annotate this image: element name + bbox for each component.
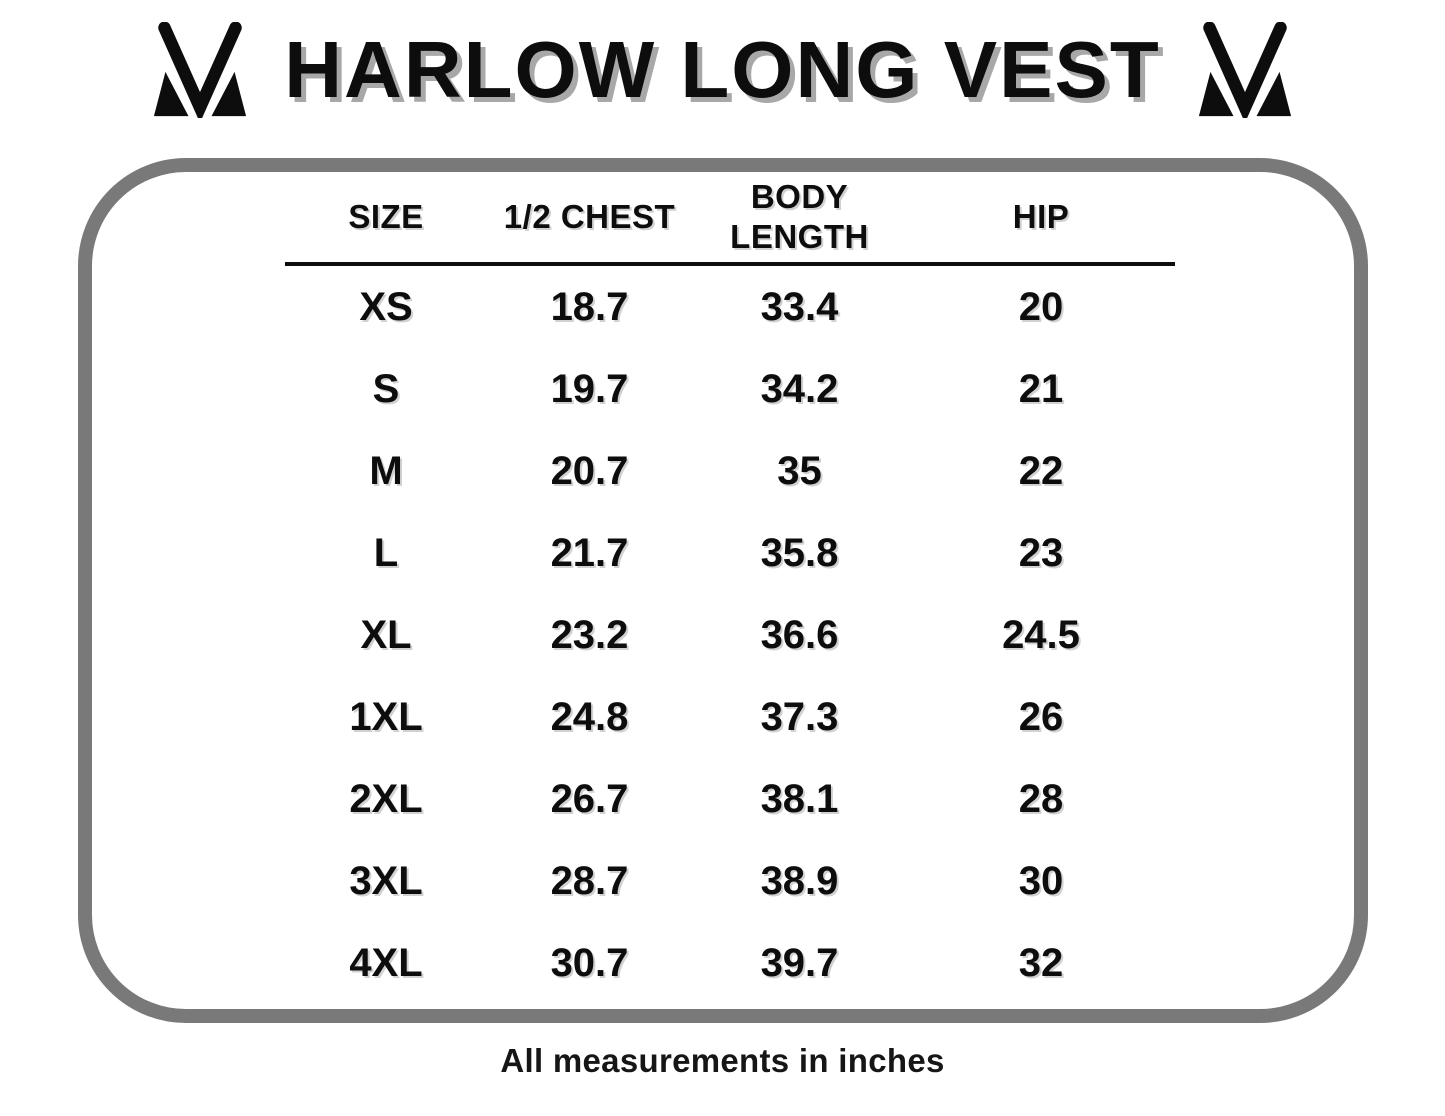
hip-cell: 30	[1018, 858, 1064, 903]
header-hip-label: HIP	[1012, 198, 1070, 235]
body-length-cell: 33.4	[760, 284, 839, 329]
size-cell: 3XL	[349, 858, 423, 903]
chest-cell: 20.7	[550, 448, 629, 493]
size-cell: XS	[359, 284, 413, 329]
header-size: SIZE	[285, 172, 487, 262]
chest-cell: 23.2	[550, 612, 629, 657]
hip-cell: 28	[1018, 776, 1064, 821]
hip-cell: 21	[1018, 366, 1064, 411]
chest-cell: 28.7	[550, 858, 629, 903]
header-divider	[285, 262, 1175, 266]
hip-cell: 24.5	[1002, 612, 1080, 657]
body-length-cell: 35.8	[760, 530, 839, 575]
header-hip: HIP	[907, 172, 1175, 262]
body-length-cell: 36.6	[760, 612, 839, 657]
page-title: HARLOW LONG VEST	[284, 25, 1161, 114]
size-cell: 2XL	[349, 776, 423, 821]
body-length-cell: 39.7	[760, 940, 839, 985]
measurements-note: All measurements in inches	[500, 1042, 945, 1079]
header-half-chest-label: 1/2 CHEST	[503, 198, 676, 235]
chest-cell: 26.7	[550, 776, 629, 821]
header: HARLOW LONG VEST	[0, 22, 1445, 118]
hip-cell: 23	[1018, 530, 1064, 575]
body-length-cell: 38.9	[760, 858, 839, 903]
size-cell: M	[369, 448, 403, 493]
chart-frame	[78, 158, 1368, 1023]
m-logo-left-icon	[154, 22, 247, 118]
size-cell: S	[372, 366, 400, 411]
header-size-label: SIZE	[348, 198, 424, 235]
hip-cell: 22	[1018, 448, 1064, 493]
size-cell: 1XL	[349, 694, 423, 739]
size-chart-table: SIZE 1/2 CHEST BODY LENGTH HIP XS 18.7 3…	[285, 172, 1175, 1004]
m-logo-right-icon	[1198, 22, 1291, 118]
chest-cell: 30.7	[550, 940, 629, 985]
body-length-cell: 37.3	[760, 694, 839, 739]
chest-cell: 24.8	[550, 694, 629, 739]
chest-cell: 21.7	[550, 530, 629, 575]
header-body-length-label: BODY LENGTH	[730, 178, 869, 255]
body-length-cell: 35	[777, 448, 822, 493]
size-cell: 4XL	[349, 940, 423, 985]
chest-cell: 19.7	[550, 366, 629, 411]
header-half-chest: 1/2 CHEST	[487, 172, 692, 262]
chest-cell: 18.7	[550, 284, 629, 329]
body-length-cell: 38.1	[760, 776, 839, 821]
size-cell: XL	[360, 612, 412, 657]
hip-cell: 20	[1018, 284, 1064, 329]
hip-cell: 32	[1018, 940, 1064, 985]
size-cell: L	[373, 530, 399, 575]
body-length-cell: 34.2	[760, 366, 839, 411]
hip-cell: 26	[1018, 694, 1064, 739]
header-body-length: BODY LENGTH	[692, 172, 907, 262]
